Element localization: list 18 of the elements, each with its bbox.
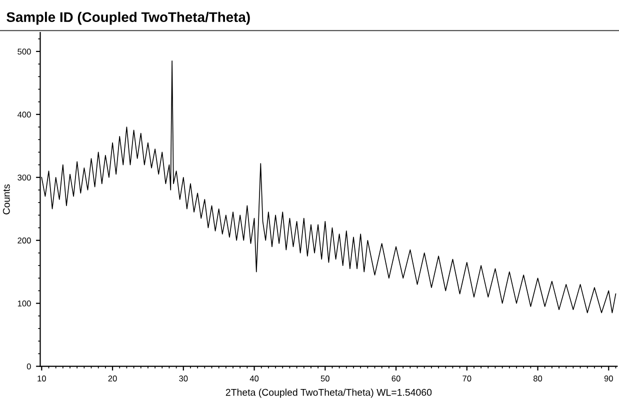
y-tick-label: 200 xyxy=(18,238,31,244)
x-tick-label: 30 xyxy=(179,376,188,382)
x-tick-label: 20 xyxy=(108,376,117,382)
y-tick-label: 0 xyxy=(26,364,31,370)
y-tick-label: 500 xyxy=(18,48,31,55)
x-tick-label: 90 xyxy=(604,376,613,382)
x-tick-label: 50 xyxy=(320,376,330,382)
y-tick-label: 400 xyxy=(17,112,31,118)
x-tick-label: 40 xyxy=(250,376,259,382)
y-axis-title: Counts xyxy=(2,184,10,214)
chart-title: Sample ID (Coupled TwoTheta/Theta) xyxy=(6,12,250,25)
x-tick-label: 80 xyxy=(533,376,542,382)
x-axis-title: 2Theta (Coupled TwoTheta/Theta) WL=1.54060 xyxy=(226,388,432,398)
y-tick-label: 100 xyxy=(18,300,31,306)
y-tick-label: 300 xyxy=(18,174,31,180)
x-tick-label: 10 xyxy=(38,376,46,382)
x-tick-label: 60 xyxy=(392,376,400,382)
x-tick-label: 70 xyxy=(462,376,472,382)
